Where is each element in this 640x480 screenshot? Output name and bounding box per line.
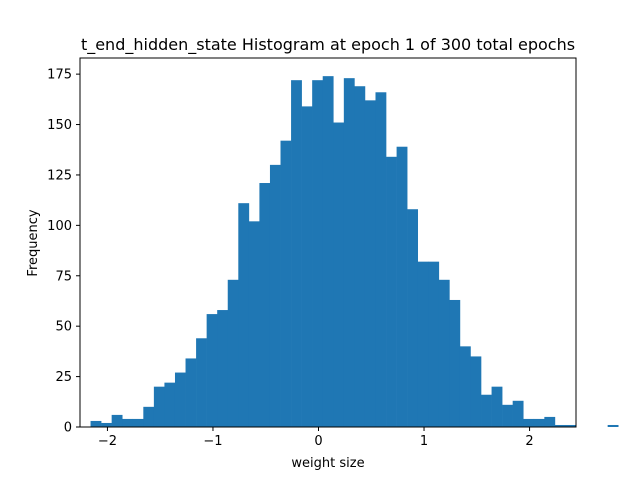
plot-frame xyxy=(79,57,577,428)
histogram-bar xyxy=(396,146,408,427)
histogram-bar xyxy=(206,314,218,427)
histogram-bar xyxy=(533,418,545,427)
x-tick-label: 0 xyxy=(314,434,322,449)
histogram-bar xyxy=(523,418,535,427)
histogram-bar xyxy=(438,279,450,427)
histogram-bar xyxy=(143,406,155,427)
histogram-bar xyxy=(153,386,165,427)
x-axis-label: weight size xyxy=(291,456,364,471)
y-tick-label: 175 xyxy=(47,68,72,83)
histogram-bar xyxy=(607,424,619,427)
histogram-bar xyxy=(101,422,112,427)
histogram-bar xyxy=(111,414,123,427)
y-tick-label: 0 xyxy=(64,421,72,436)
histogram-bar xyxy=(554,424,566,427)
histogram-bar xyxy=(248,221,260,427)
histogram-bar xyxy=(280,140,292,428)
histogram-bar xyxy=(459,346,471,427)
bars-group xyxy=(90,76,619,428)
histogram-bar xyxy=(470,356,482,427)
histogram-bar xyxy=(544,416,556,427)
histogram-bar xyxy=(491,386,503,427)
histogram-bar xyxy=(301,106,313,428)
y-tick-label: 25 xyxy=(55,370,72,385)
histogram-bar xyxy=(375,92,387,427)
histogram-bar xyxy=(217,310,229,427)
histogram-bar xyxy=(386,156,397,427)
x-tick-label: 1 xyxy=(420,434,428,449)
histogram-bar xyxy=(449,299,461,427)
histogram-bar xyxy=(312,80,324,427)
histogram-bar xyxy=(502,404,513,427)
y-tick-label: 125 xyxy=(47,168,72,183)
histogram-bar xyxy=(174,372,186,427)
y-tick-label: 75 xyxy=(55,269,72,284)
x-tick-label: −1 xyxy=(203,434,222,449)
histogram-bar xyxy=(132,418,144,427)
x-tick-label: 2 xyxy=(525,434,533,449)
histogram-bar xyxy=(322,76,334,428)
histogram-bar xyxy=(343,78,355,427)
histogram-bar xyxy=(164,382,176,427)
y-axis-label: Frequency xyxy=(26,209,41,276)
histogram-bar xyxy=(333,122,345,427)
histogram-bar xyxy=(565,424,577,427)
histogram-bar xyxy=(354,86,366,428)
y-tick-label: 150 xyxy=(47,118,72,133)
y-tick-label: 50 xyxy=(55,320,72,335)
x-tick-label: −2 xyxy=(98,434,117,449)
histogram-bar xyxy=(407,209,419,427)
histogram-bar xyxy=(196,338,207,427)
histogram-bar xyxy=(512,400,524,427)
axes-group: −2 −1 0 1 2 0 25 50 75 100 125 150 175 xyxy=(47,57,577,449)
histogram-bar xyxy=(227,279,239,427)
histogram-bar xyxy=(291,80,302,427)
histogram-bar xyxy=(417,261,429,427)
histogram-bar xyxy=(90,420,102,427)
histogram-bar xyxy=(428,261,440,427)
histogram-bar xyxy=(238,203,250,427)
histogram-bar xyxy=(185,358,197,427)
y-tick-label: 100 xyxy=(47,219,72,234)
histogram-bar xyxy=(269,164,281,428)
histogram-bar xyxy=(481,394,492,427)
chart-title: t_end_hidden_state Histogram at epoch 1 … xyxy=(81,35,575,55)
histogram-bar xyxy=(259,183,271,427)
histogram-bar xyxy=(122,418,134,427)
histogram-bar xyxy=(364,100,376,427)
